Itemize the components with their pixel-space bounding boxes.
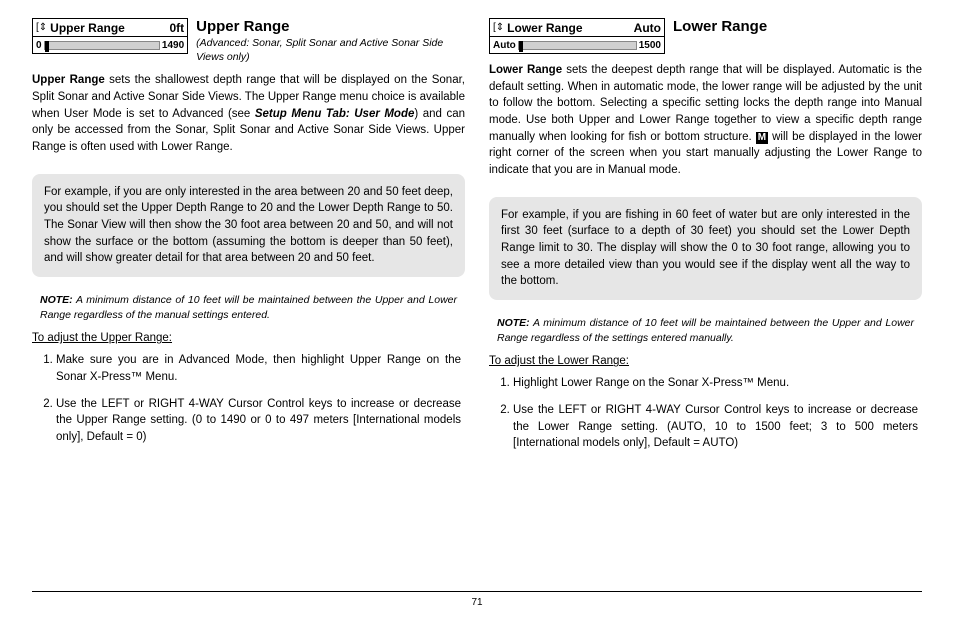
widget-slider[interactable]	[518, 41, 637, 50]
step-item: Highlight Lower Range on the Sonar X-Pre…	[513, 375, 922, 392]
step-item: Use the LEFT or RIGHT 4-WAY Cursor Contr…	[56, 396, 465, 446]
section-title: Upper Range	[196, 18, 465, 35]
right-intro: Lower Range sets the deepest depth range…	[489, 62, 922, 179]
left-example-box: For example, if you are only interested …	[32, 174, 465, 277]
widget-max: 1500	[639, 40, 661, 51]
right-note: NOTE: A minimum distance of 10 feet will…	[489, 316, 922, 345]
widget-max: 1490	[162, 40, 184, 51]
right-example-box: For example, if you are fishing in 60 fe…	[489, 197, 922, 300]
right-column: [⇕ Lower Range Auto Auto 1500 Lower Rang…	[489, 18, 922, 462]
widget-label: Upper Range	[50, 21, 125, 35]
section-subtitle: (Advanced: Sonar, Split Sonar and Active…	[196, 37, 465, 64]
left-note: NOTE: A minimum distance of 10 feet will…	[32, 293, 465, 322]
right-header: [⇕ Lower Range Auto Auto 1500 Lower Rang…	[489, 18, 922, 54]
page-columns: [⇕ Upper Range 0ft 0 1490 Upper Range (A…	[32, 18, 922, 462]
slider-thumb[interactable]	[45, 41, 49, 52]
widget-value: 0ft	[169, 21, 184, 35]
step-item: Make sure you are in Advanced Mode, then…	[56, 352, 465, 385]
lower-range-widget: [⇕ Lower Range Auto Auto 1500	[489, 18, 665, 54]
left-title-block: Upper Range (Advanced: Sonar, Split Sona…	[196, 18, 465, 64]
page-number: 71	[0, 597, 954, 608]
right-steps: Highlight Lower Range on the Sonar X-Pre…	[489, 375, 922, 462]
right-adjust-heading: To adjust the Lower Range:	[489, 355, 922, 367]
slider-thumb[interactable]	[519, 41, 523, 52]
range-icon: [⇕	[36, 23, 47, 33]
section-title: Lower Range	[673, 18, 767, 35]
m-badge: M	[756, 132, 768, 144]
left-steps: Make sure you are in Advanced Mode, then…	[32, 352, 465, 455]
right-title-block: Lower Range	[673, 18, 767, 35]
footer-rule	[32, 591, 922, 592]
left-column: [⇕ Upper Range 0ft 0 1490 Upper Range (A…	[32, 18, 465, 462]
step-item: Use the LEFT or RIGHT 4-WAY Cursor Contr…	[513, 402, 922, 452]
widget-slider[interactable]	[44, 41, 160, 50]
range-icon: [⇕	[493, 23, 504, 33]
upper-range-widget: [⇕ Upper Range 0ft 0 1490	[32, 18, 188, 54]
left-header: [⇕ Upper Range 0ft 0 1490 Upper Range (A…	[32, 18, 465, 64]
widget-min: Auto	[493, 40, 516, 51]
widget-min: 0	[36, 40, 42, 51]
widget-value: Auto	[634, 21, 661, 35]
widget-label: Lower Range	[507, 21, 582, 35]
example-text: For example, if you are only interested …	[44, 184, 453, 267]
example-text: For example, if you are fishing in 60 fe…	[501, 207, 910, 290]
left-adjust-heading: To adjust the Upper Range:	[32, 332, 465, 344]
left-intro: Upper Range sets the shallowest depth ra…	[32, 72, 465, 155]
